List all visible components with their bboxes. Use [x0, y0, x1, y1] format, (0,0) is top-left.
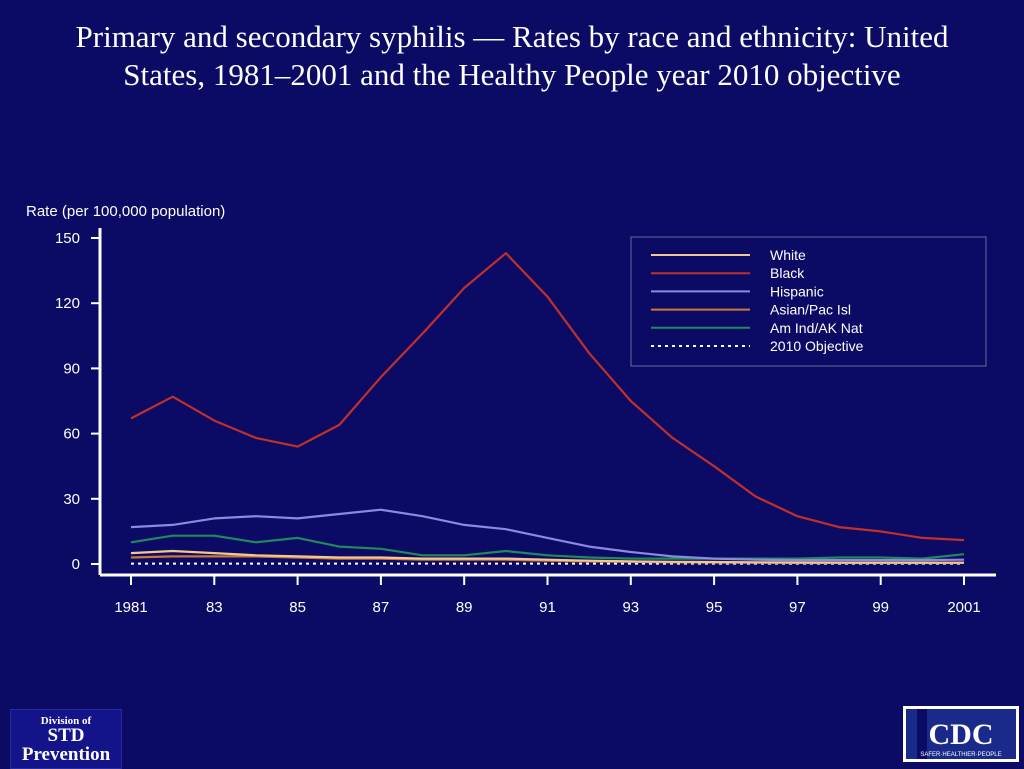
logo-line-3: Prevention [21, 744, 111, 765]
slide-title: Primary and secondary syphilis — Rates b… [75, 19, 949, 92]
x-tick-label: 85 [289, 599, 306, 616]
logo-line-2: STD [47, 725, 85, 746]
x-tick-label: 89 [456, 599, 473, 616]
y-tick-label: 150 [55, 230, 80, 247]
x-tick-label: 83 [206, 599, 223, 616]
x-tick-label: 93 [622, 599, 639, 616]
legend-label: Hispanic [770, 283, 824, 299]
x-tick-label: 87 [373, 599, 390, 616]
logo-line-1: Division of [40, 715, 92, 727]
legend-label: Black [770, 265, 805, 281]
y-tick-label: 120 [55, 295, 80, 312]
x-tick-label: 97 [789, 599, 806, 616]
legend-label: 2010 Objective [770, 338, 864, 354]
series-line-black [130, 252, 965, 542]
series-line-am-ind-ak-nat [130, 534, 965, 560]
x-tick-label: 91 [539, 599, 556, 616]
x-tick-label: 95 [706, 599, 723, 616]
x-tick-label: 1981 [114, 599, 147, 616]
y-tick-label: 90 [63, 360, 80, 377]
legend-box [630, 236, 987, 367]
cdc-logo-tagline: SAFER·HEALTHIER·PEOPLE [920, 752, 1001, 758]
cdc-logo: CDC SAFER·HEALTHIER·PEOPLE [903, 706, 1019, 762]
y-tick-label: 60 [63, 426, 80, 443]
std-prevention-logo: Division of STD Prevention [10, 709, 122, 769]
x-tick-label: 99 [872, 599, 889, 616]
series-line-hispanic [130, 508, 965, 562]
syphilis-rate-line-chart: Rate (per 100,000 population) 0 30 60 90 120… [26, 203, 996, 616]
legend-label: Asian/Pac Isl [770, 302, 851, 318]
legend-label: White [770, 247, 806, 263]
x-tick-label: 2001 [947, 599, 980, 616]
legend-label: Am Ind/AK Nat [770, 320, 863, 336]
cdc-logo-text: CDC [929, 718, 994, 751]
y-tick-label: 30 [63, 491, 80, 508]
y-axis-title: Rate (per 100,000 population) [26, 203, 225, 220]
y-tick-label: 0 [72, 556, 80, 573]
series-line-white [130, 549, 964, 564]
